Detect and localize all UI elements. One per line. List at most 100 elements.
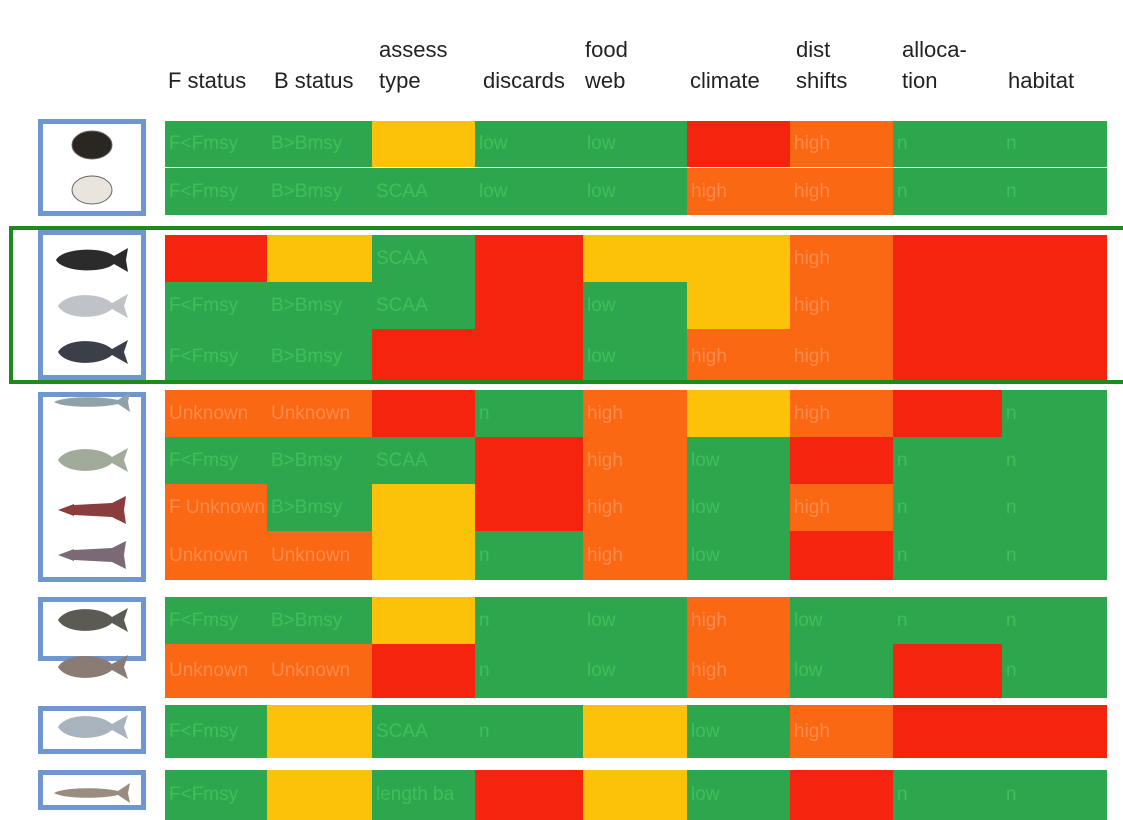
header-assess-type-line2: type (379, 68, 421, 93)
cell-r2-dist-shifts: high (790, 168, 893, 215)
cell-r1-discards: low (475, 121, 583, 167)
cell-r2-b-status: B>Bmsy (267, 168, 372, 215)
cell-r7-habitat: n (1002, 437, 1107, 484)
cell-r9-dist-shifts (790, 531, 893, 580)
cell-r7-assess-type: SCAA (372, 437, 475, 484)
cell-r5-f-status: F<Fmsy (165, 329, 267, 384)
cell-r12-habitat (1002, 705, 1107, 758)
cell-r9-habitat: n (1002, 531, 1107, 580)
cell-r2-climate: high (687, 168, 790, 215)
cell-r9-b-status: Unknown (267, 531, 372, 580)
cell-r2-discards: low (475, 168, 583, 215)
header-habitat: habitat (1008, 68, 1075, 93)
ocean-quahog-icon (71, 130, 113, 160)
species-group-frame-3 (38, 392, 146, 582)
cell-r4-habitat (1002, 282, 1107, 329)
cell-r7-discards (475, 437, 583, 484)
cell-r13-discards (475, 770, 583, 820)
cell-r8-f-status: F Unknown (165, 484, 267, 531)
cell-r9-climate: low (687, 531, 790, 580)
cell-r10-food-web: low (583, 597, 687, 644)
cell-r3-climate (687, 235, 790, 282)
cell-r6-food-web: high (583, 390, 687, 437)
cell-r1-habitat: n (1002, 121, 1107, 167)
cell-r3-b-status (267, 235, 372, 282)
cell-r12-discards: n (475, 705, 583, 758)
cell-r6-assess-type (372, 390, 475, 437)
cell-r5-assess-type (372, 329, 475, 384)
cell-r9-f-status: Unknown (165, 531, 267, 580)
golden-tilefish-icon (58, 608, 128, 632)
header-assess-type-line1: assess (379, 37, 448, 62)
cell-r6-allocation (893, 390, 1002, 437)
header-discards: discards (483, 68, 565, 93)
cell-r7-food-web: high (583, 437, 687, 484)
longfin-squid-icon (58, 496, 126, 524)
cell-r8-discards (475, 484, 583, 531)
cell-r8-food-web: high (583, 484, 687, 531)
header-b-status: B status (274, 68, 354, 93)
cell-r3-f-status (165, 235, 267, 282)
species-group-frame-5 (38, 706, 146, 754)
cell-r13-dist-shifts (790, 770, 893, 820)
cell-r1-dist-shifts: high (790, 121, 893, 167)
cell-r8-assess-type (372, 484, 475, 531)
cell-r3-assess-type: SCAA (372, 235, 475, 282)
cell-r10-climate: high (687, 597, 790, 644)
species-group-frame-6 (38, 770, 146, 810)
cell-r12-allocation (893, 705, 1002, 758)
cell-r6-climate (687, 390, 790, 437)
atlantic-mackerel-icon (54, 392, 130, 412)
header-allocation-line1: alloca- (902, 37, 967, 62)
header-dist-shifts-line1: dist (796, 37, 831, 62)
header-f-status: F status (168, 68, 247, 93)
cell-r1-f-status: F<Fmsy (165, 121, 267, 167)
cell-r11-habitat: n (1002, 644, 1107, 698)
header-allocation-line2: tion (902, 68, 938, 93)
cell-r12-assess-type: SCAA (372, 705, 475, 758)
cell-r13-climate: low (687, 770, 790, 820)
header-climate: climate (690, 68, 760, 93)
cell-r7-climate: low (687, 437, 790, 484)
cell-r8-b-status: B>Bmsy (267, 484, 372, 531)
cell-r13-habitat: n (1002, 770, 1107, 820)
cell-r13-food-web (583, 770, 687, 820)
header-dist-shifts-line2: shifts (796, 68, 848, 93)
cell-r3-habitat (1002, 235, 1107, 282)
cell-r4-climate (687, 282, 790, 329)
cell-r1-assess-type (372, 121, 475, 167)
cell-r13-allocation: n (893, 770, 1002, 820)
cell-r5-climate: high (687, 329, 790, 384)
black-sea-bass-icon (58, 340, 128, 364)
cell-r8-climate: low (687, 484, 790, 531)
cell-r11-assess-type (372, 644, 475, 698)
cell-r10-dist-shifts: low (790, 597, 893, 644)
cell-r7-b-status: B>Bmsy (267, 437, 372, 484)
cell-r13-b-status (267, 770, 372, 820)
cell-r6-discards: n (475, 390, 583, 437)
cell-r13-assess-type: length ba (372, 770, 475, 820)
cell-r4-discards (475, 282, 583, 329)
cell-r5-food-web: low (583, 329, 687, 384)
blueline-tilefish-icon (58, 655, 128, 679)
cell-r2-allocation: n (893, 168, 1002, 215)
cell-r2-f-status: F<Fmsy (165, 168, 267, 215)
header-food-web-line1: food (585, 37, 628, 62)
cell-r7-allocation: n (893, 437, 1002, 484)
cell-r12-b-status (267, 705, 372, 758)
cell-r7-f-status: F<Fmsy (165, 437, 267, 484)
cell-r6-f-status: Unknown (165, 390, 267, 437)
cell-r8-allocation: n (893, 484, 1002, 531)
cell-r5-habitat (1002, 329, 1107, 384)
cell-r12-dist-shifts: high (790, 705, 893, 758)
cell-r9-discards: n (475, 531, 583, 580)
cell-r11-food-web: low (583, 644, 687, 698)
cell-r11-allocation (893, 644, 1002, 698)
cell-r4-dist-shifts: high (790, 282, 893, 329)
cell-r11-b-status: Unknown (267, 644, 372, 698)
cell-r4-assess-type: SCAA (372, 282, 475, 329)
species-group-frame-1 (38, 119, 146, 216)
cell-r12-climate: low (687, 705, 790, 758)
cell-r10-habitat: n (1002, 597, 1107, 644)
